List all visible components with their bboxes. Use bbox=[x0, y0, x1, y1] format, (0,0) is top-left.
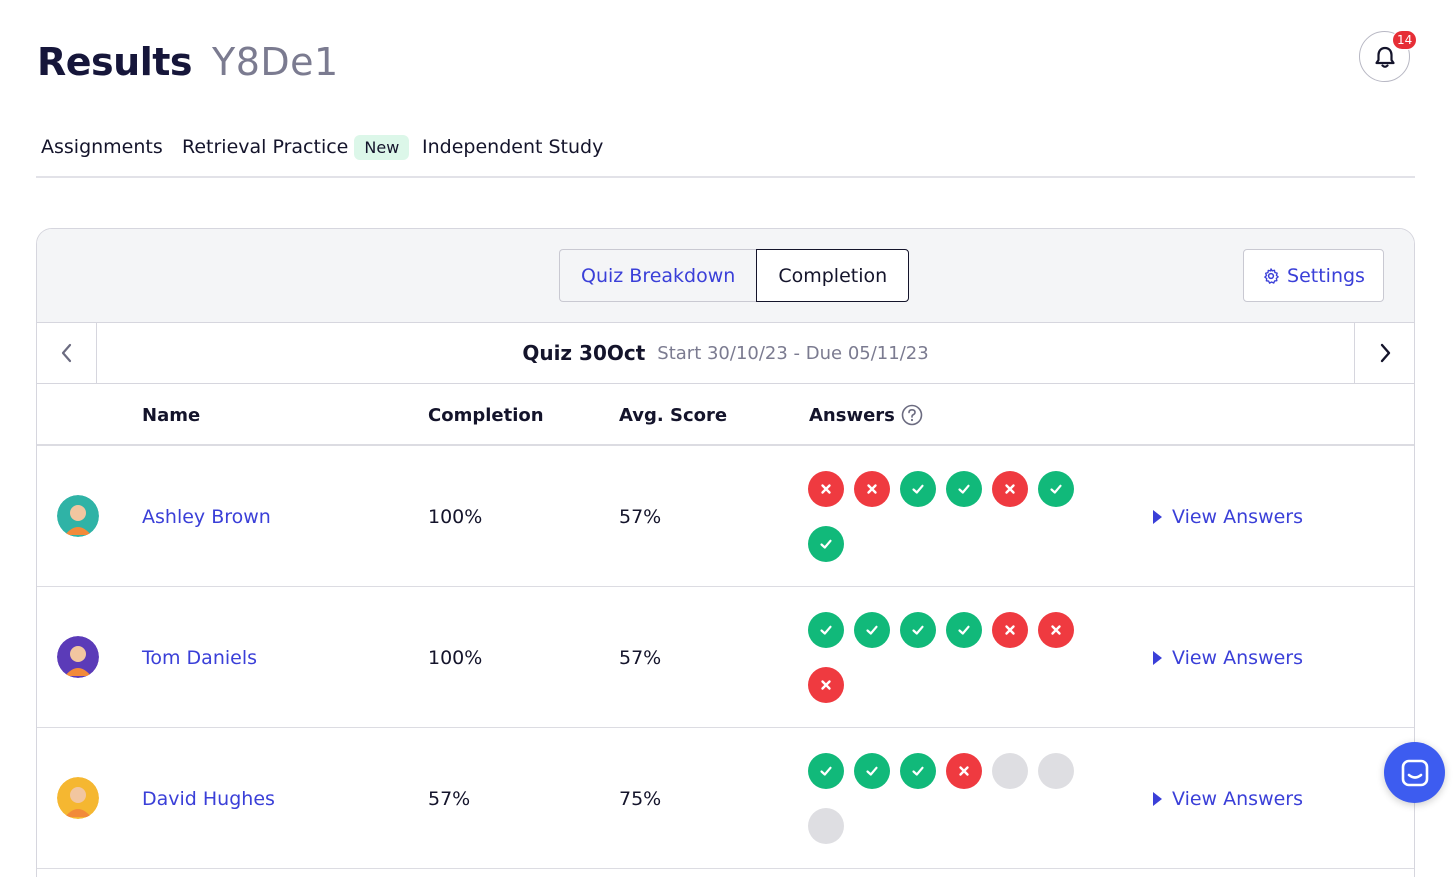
quiz-name: Quiz 30Oct bbox=[522, 341, 646, 365]
avatar bbox=[57, 495, 99, 537]
quiz-breakdown-button[interactable]: Quiz Breakdown bbox=[559, 249, 757, 302]
class-code: Y8De1 bbox=[212, 40, 339, 84]
student-name-link[interactable]: David Hughes bbox=[142, 787, 275, 810]
incorrect-answer-icon bbox=[808, 471, 844, 507]
table-row: David Hughes 57% 75% View Answers bbox=[37, 728, 1414, 869]
next-quiz-button[interactable] bbox=[1354, 323, 1414, 383]
correct-answer-icon bbox=[900, 753, 936, 789]
table-row: Ashley Brown 100% 57% View Answers bbox=[37, 446, 1414, 587]
correct-answer-icon bbox=[900, 471, 936, 507]
tab-label: Retrieval Practice bbox=[182, 136, 349, 158]
correct-answer-icon bbox=[1038, 471, 1074, 507]
completion-value: 100% bbox=[428, 505, 483, 528]
correct-answer-icon bbox=[946, 612, 982, 648]
chat-launcher-button[interactable] bbox=[1384, 742, 1445, 803]
incorrect-answer-icon bbox=[1038, 612, 1074, 648]
column-completion[interactable]: Completion bbox=[428, 404, 544, 426]
table-row: Tom Daniels 100% 57% View Answers bbox=[37, 587, 1414, 728]
view-answers-button[interactable]: View Answers bbox=[1152, 446, 1303, 587]
view-toggle: Quiz Breakdown Completion bbox=[559, 249, 910, 302]
column-answers-label: Answers bbox=[809, 404, 895, 426]
correct-answer-icon bbox=[808, 612, 844, 648]
previous-quiz-button[interactable] bbox=[37, 323, 97, 383]
quiz-selector: Quiz 30Oct Start 30/10/23 - Due 05/11/23 bbox=[37, 323, 1414, 384]
unanswered-icon bbox=[808, 808, 844, 844]
correct-answer-icon bbox=[808, 526, 844, 562]
avatar bbox=[57, 636, 99, 678]
student-name-link[interactable]: Ashley Brown bbox=[142, 505, 271, 528]
column-answers: Answers bbox=[809, 384, 923, 446]
bell-icon bbox=[1374, 46, 1395, 68]
results-tabs: Assignments Retrieval Practice New Indep… bbox=[36, 132, 1415, 178]
correct-answer-icon bbox=[854, 612, 890, 648]
page-title: Results bbox=[37, 40, 193, 84]
page-header: Results Y8De1 bbox=[37, 40, 339, 84]
answer-results bbox=[808, 612, 1098, 703]
tab-retrieval-practice[interactable]: Retrieval Practice New bbox=[182, 132, 410, 162]
view-answers-label: View Answers bbox=[1172, 787, 1304, 810]
tab-independent-study[interactable]: Independent Study bbox=[422, 132, 603, 162]
avg-score-value: 75% bbox=[619, 787, 662, 810]
correct-answer-icon bbox=[900, 612, 936, 648]
incorrect-answer-icon bbox=[854, 471, 890, 507]
correct-answer-icon bbox=[808, 753, 844, 789]
new-badge: New bbox=[354, 134, 410, 160]
tab-label: Assignments bbox=[41, 136, 163, 158]
completion-value: 100% bbox=[428, 646, 483, 669]
chevron-left-icon bbox=[61, 343, 71, 363]
view-answers-label: View Answers bbox=[1172, 646, 1304, 669]
play-triangle-icon bbox=[1153, 509, 1162, 524]
answer-results bbox=[808, 471, 1098, 562]
tab-assignments[interactable]: Assignments bbox=[41, 132, 163, 162]
settings-label: Settings bbox=[1287, 264, 1365, 287]
chevron-right-icon bbox=[1380, 343, 1390, 363]
avatar bbox=[57, 777, 99, 819]
correct-answer-icon bbox=[946, 471, 982, 507]
table-header: Name Completion Avg. Score Answers bbox=[37, 384, 1414, 446]
incorrect-answer-icon bbox=[992, 471, 1028, 507]
answer-results bbox=[808, 753, 1098, 844]
results-panel: Quiz Breakdown Completion Settings Quiz … bbox=[36, 228, 1415, 877]
quiz-dates: Start 30/10/23 - Due 05/11/23 bbox=[657, 342, 929, 364]
notification-count-badge: 14 bbox=[1392, 30, 1418, 50]
gear-icon bbox=[1264, 267, 1279, 284]
incorrect-answer-icon bbox=[808, 667, 844, 703]
panel-toolbar: Quiz Breakdown Completion Settings bbox=[37, 229, 1414, 323]
column-avg-score[interactable]: Avg. Score bbox=[619, 404, 728, 426]
chat-icon bbox=[1401, 759, 1428, 786]
unanswered-icon bbox=[1038, 753, 1074, 789]
avg-score-value: 57% bbox=[619, 505, 662, 528]
incorrect-answer-icon bbox=[946, 753, 982, 789]
student-name-link[interactable]: Tom Daniels bbox=[142, 646, 258, 669]
column-name[interactable]: Name bbox=[142, 404, 201, 426]
avg-score-value: 57% bbox=[619, 646, 662, 669]
play-triangle-icon bbox=[1153, 791, 1162, 806]
view-answers-button[interactable]: View Answers bbox=[1152, 587, 1303, 728]
help-icon[interactable] bbox=[901, 404, 923, 426]
view-answers-button[interactable]: View Answers bbox=[1152, 728, 1303, 869]
unanswered-icon bbox=[992, 753, 1028, 789]
tab-label: Independent Study bbox=[422, 136, 604, 158]
correct-answer-icon bbox=[854, 753, 890, 789]
settings-button[interactable]: Settings bbox=[1243, 249, 1384, 302]
completion-button[interactable]: Completion bbox=[756, 249, 910, 302]
play-triangle-icon bbox=[1153, 650, 1162, 665]
completion-value: 57% bbox=[428, 787, 471, 810]
incorrect-answer-icon bbox=[992, 612, 1028, 648]
view-answers-label: View Answers bbox=[1172, 505, 1304, 528]
